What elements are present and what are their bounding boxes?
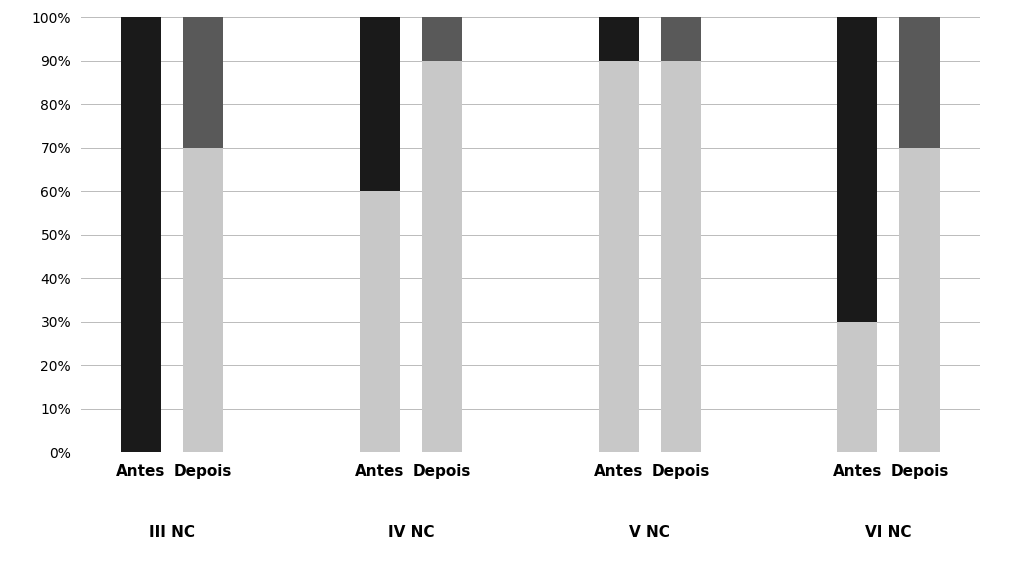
- Bar: [183, 17, 223, 148]
- Text: V NC: V NC: [629, 525, 670, 539]
- Bar: [360, 17, 400, 191]
- Bar: [837, 17, 878, 322]
- Text: IV NC: IV NC: [388, 525, 434, 539]
- Bar: [661, 61, 701, 452]
- Bar: [422, 61, 462, 452]
- Bar: [661, 17, 701, 61]
- Text: VI NC: VI NC: [866, 525, 912, 539]
- Bar: [422, 17, 462, 61]
- Bar: [837, 322, 878, 452]
- Bar: [183, 148, 223, 452]
- Bar: [599, 17, 638, 61]
- Bar: [599, 61, 638, 452]
- Bar: [900, 17, 939, 148]
- Text: III NC: III NC: [149, 525, 195, 539]
- Bar: [360, 191, 400, 452]
- Bar: [900, 148, 939, 452]
- Bar: [121, 17, 161, 452]
